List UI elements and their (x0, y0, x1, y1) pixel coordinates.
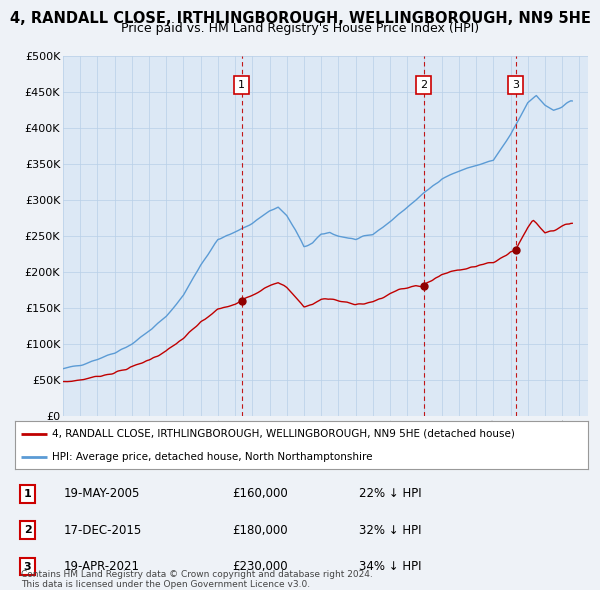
Text: 34% ↓ HPI: 34% ↓ HPI (359, 560, 421, 573)
Text: 3: 3 (512, 80, 519, 90)
Text: 17-DEC-2015: 17-DEC-2015 (64, 523, 142, 537)
Text: 1: 1 (24, 489, 31, 499)
Text: £160,000: £160,000 (233, 487, 289, 500)
Text: 2: 2 (420, 80, 427, 90)
Text: 4, RANDALL CLOSE, IRTHLINGBOROUGH, WELLINGBOROUGH, NN9 5HE: 4, RANDALL CLOSE, IRTHLINGBOROUGH, WELLI… (10, 11, 590, 25)
Text: £180,000: £180,000 (233, 523, 289, 537)
Text: HPI: Average price, detached house, North Northamptonshire: HPI: Average price, detached house, Nort… (52, 452, 373, 462)
Text: 22% ↓ HPI: 22% ↓ HPI (359, 487, 421, 500)
Text: 2: 2 (24, 525, 31, 535)
Text: Price paid vs. HM Land Registry's House Price Index (HPI): Price paid vs. HM Land Registry's House … (121, 22, 479, 35)
Text: Contains HM Land Registry data © Crown copyright and database right 2024.
This d: Contains HM Land Registry data © Crown c… (21, 570, 373, 589)
Text: 19-APR-2021: 19-APR-2021 (64, 560, 140, 573)
Text: 4, RANDALL CLOSE, IRTHLINGBOROUGH, WELLINGBOROUGH, NN9 5HE (detached house): 4, RANDALL CLOSE, IRTHLINGBOROUGH, WELLI… (52, 429, 515, 439)
Text: 19-MAY-2005: 19-MAY-2005 (64, 487, 140, 500)
Text: 1: 1 (238, 80, 245, 90)
Text: 32% ↓ HPI: 32% ↓ HPI (359, 523, 421, 537)
Text: £230,000: £230,000 (233, 560, 289, 573)
Text: 3: 3 (24, 562, 31, 572)
